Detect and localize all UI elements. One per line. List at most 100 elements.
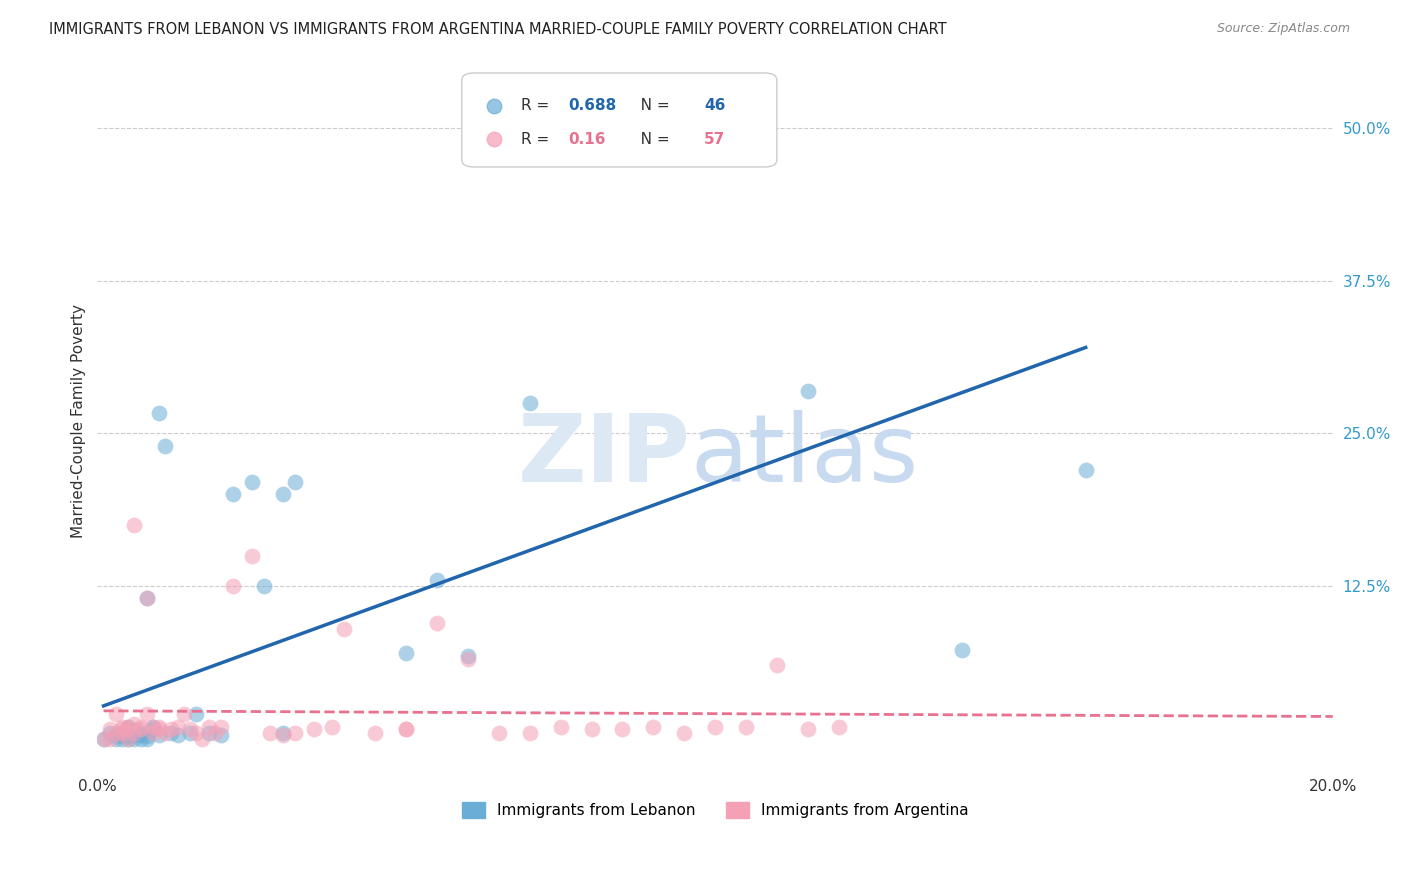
Point — [135, 731, 157, 746]
Point — [673, 725, 696, 739]
Point — [142, 725, 165, 739]
Text: 57: 57 — [704, 132, 725, 146]
Point — [155, 725, 177, 739]
Point — [704, 720, 727, 734]
Point — [735, 720, 758, 734]
Text: IMMIGRANTS FROM LEBANON VS IMMIGRANTS FROM ARGENTINA MARRIED-COUPLE FAMILY POVER: IMMIGRANTS FROM LEBANON VS IMMIGRANTS FR… — [49, 22, 946, 37]
Point — [117, 722, 139, 736]
Point — [117, 720, 139, 734]
Point — [173, 707, 195, 722]
Point — [111, 725, 134, 739]
Point — [209, 728, 232, 742]
Point — [395, 722, 418, 736]
Point — [135, 591, 157, 606]
Point — [135, 729, 157, 743]
Point — [643, 720, 665, 734]
Text: R =: R = — [522, 98, 554, 113]
Point — [117, 731, 139, 746]
Point — [124, 518, 146, 533]
Point — [93, 731, 115, 746]
Point — [104, 731, 127, 746]
Point — [457, 648, 479, 663]
Point — [148, 722, 170, 736]
Point — [271, 725, 294, 739]
Point — [111, 728, 134, 742]
Point — [191, 731, 214, 746]
Point — [129, 722, 152, 736]
Point — [240, 549, 263, 563]
Point — [271, 728, 294, 742]
Point — [124, 725, 146, 739]
Point — [1074, 463, 1097, 477]
Point — [519, 396, 541, 410]
Point — [240, 475, 263, 490]
Point — [111, 722, 134, 736]
Text: 46: 46 — [704, 98, 725, 113]
Point — [950, 642, 973, 657]
Point — [142, 720, 165, 734]
Legend: Immigrants from Lebanon, Immigrants from Argentina: Immigrants from Lebanon, Immigrants from… — [456, 797, 974, 824]
Point — [197, 725, 219, 739]
Point — [148, 720, 170, 734]
Text: N =: N = — [626, 98, 675, 113]
Point — [426, 615, 449, 630]
Point — [155, 439, 177, 453]
Point — [209, 720, 232, 734]
Point — [395, 646, 418, 660]
Point — [284, 475, 307, 490]
Point — [321, 720, 343, 734]
Point — [166, 728, 188, 742]
Point — [204, 725, 226, 739]
Point — [124, 725, 146, 739]
Point — [457, 652, 479, 666]
Point — [124, 717, 146, 731]
Point — [612, 722, 634, 736]
Point — [271, 487, 294, 501]
Point — [704, 127, 727, 141]
Point — [135, 591, 157, 606]
Point — [124, 723, 146, 738]
Point — [796, 384, 818, 398]
Point — [104, 707, 127, 722]
Point — [284, 725, 307, 739]
Text: atlas: atlas — [690, 410, 918, 502]
Point — [129, 725, 152, 739]
Point — [796, 722, 818, 736]
Point — [129, 728, 152, 742]
Point — [179, 725, 201, 739]
Point — [222, 579, 245, 593]
Point — [111, 725, 134, 739]
Point — [426, 573, 449, 587]
Point — [827, 720, 849, 734]
Point — [142, 722, 165, 736]
Point — [117, 720, 139, 734]
Text: R =: R = — [522, 132, 554, 146]
Point — [111, 720, 134, 734]
FancyBboxPatch shape — [461, 73, 778, 167]
Y-axis label: Married-Couple Family Poverty: Married-Couple Family Poverty — [72, 304, 86, 538]
Text: ZIP: ZIP — [517, 410, 690, 502]
Point — [117, 729, 139, 743]
Point — [93, 731, 115, 746]
Point — [160, 725, 183, 739]
Point — [142, 720, 165, 734]
Point — [222, 487, 245, 501]
Point — [124, 731, 146, 746]
Point — [253, 579, 276, 593]
Point — [117, 722, 139, 736]
Point — [104, 729, 127, 743]
Point — [364, 725, 387, 739]
Point — [111, 731, 134, 746]
Point — [259, 725, 281, 739]
Text: 0.688: 0.688 — [568, 98, 616, 113]
Point — [519, 725, 541, 739]
Point — [179, 722, 201, 736]
Text: Source: ZipAtlas.com: Source: ZipAtlas.com — [1216, 22, 1350, 36]
Text: N =: N = — [626, 132, 675, 146]
Point — [186, 725, 208, 739]
Point — [104, 725, 127, 739]
Point — [148, 406, 170, 420]
Point — [129, 731, 152, 746]
Point — [550, 720, 572, 734]
Point — [160, 722, 183, 736]
